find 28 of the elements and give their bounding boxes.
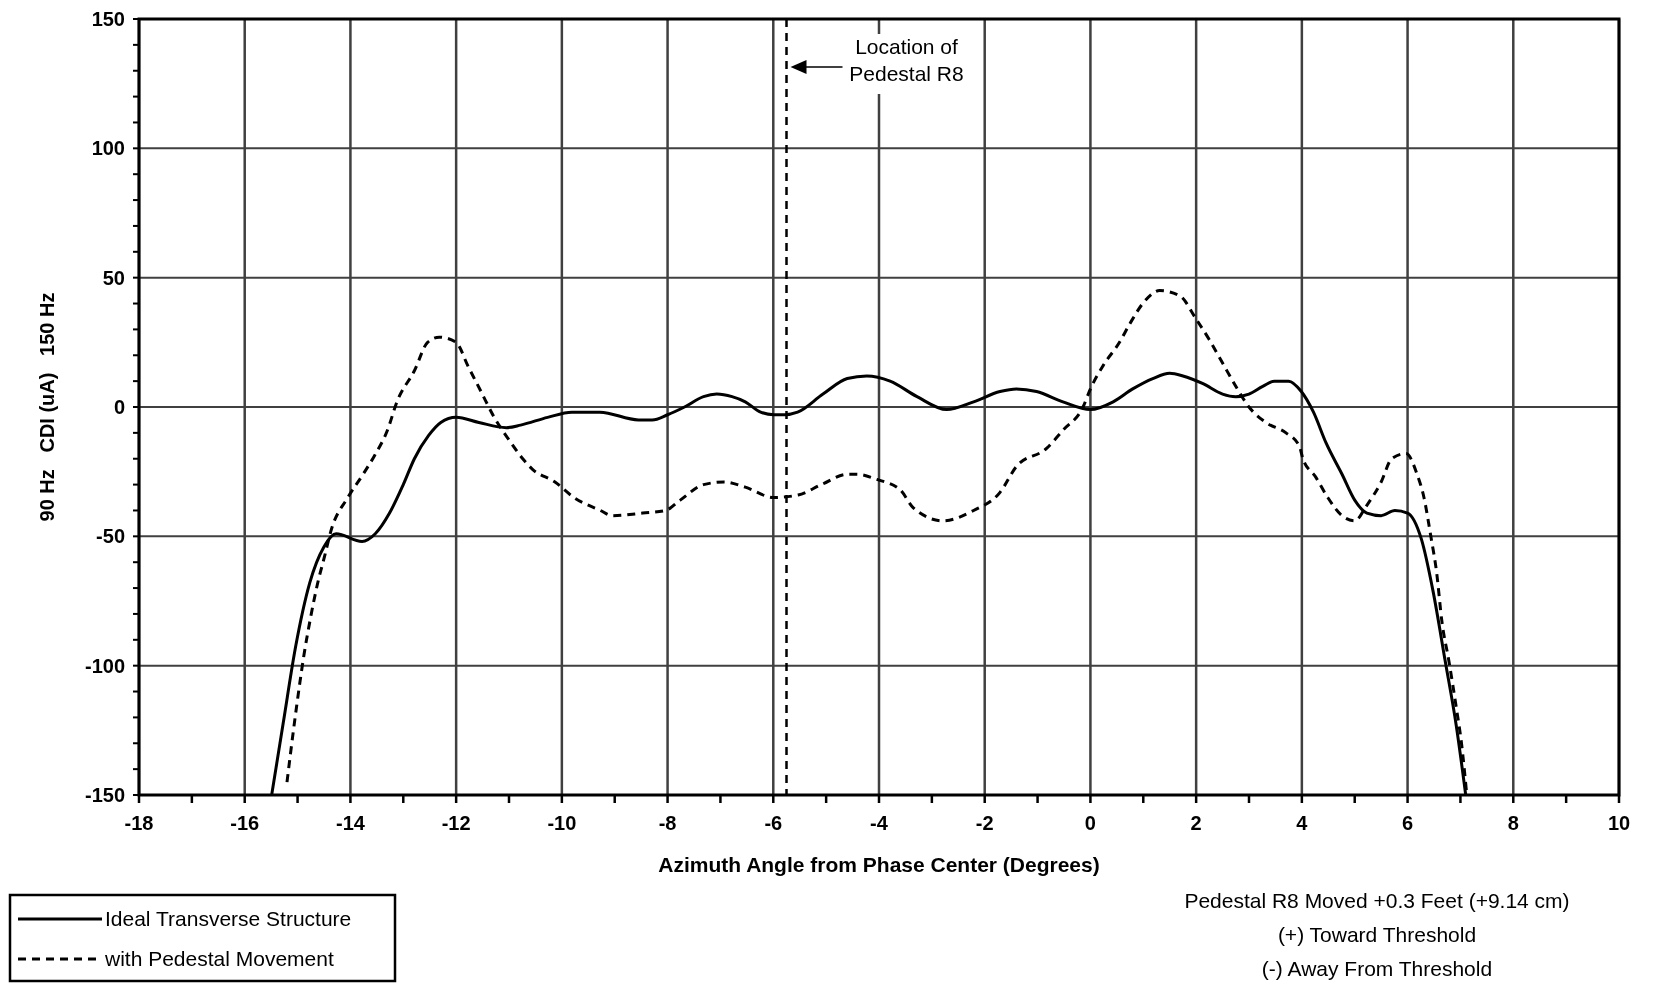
x-tick-label: 0 [1084,812,1096,834]
y-tick-label: -150 [84,784,125,806]
x-tick-label: 8 [1507,812,1519,834]
x-tick-label: -10 [547,812,577,834]
x-tick-label: 2 [1190,812,1202,834]
x-tick-label: 4 [1296,812,1309,834]
y-tick-label: 0 [113,396,125,418]
x-tick-label: -14 [335,812,366,834]
legend-label: with Pedestal Movement [104,947,334,970]
x-axis-title: Azimuth Angle from Phase Center (Degrees) [658,853,1100,876]
text: Pedestal R8 Moved +0.3 Feet (+9.14 cm) (+) Toward Threshold (-) Away From Threshold [1184,889,1570,980]
x-tick-label: -4 [870,812,889,834]
x-tick-label: -2 [975,812,994,834]
x-tick-label: 10 [1607,812,1631,834]
y-tick-label: 50 [102,266,125,289]
y-tick-label: 150 [91,8,125,30]
y-tick-label: 100 [91,137,125,160]
y-tick-label: -50 [96,525,125,548]
x-tick-label: 6 [1402,812,1414,834]
x-tick-label: -12 [441,812,471,834]
x-tick-label: -16 [230,812,260,834]
legend-label: Ideal Transverse Structure [105,907,352,930]
x-tick-label: -8 [658,812,677,834]
x-tick-label: -6 [764,812,783,834]
y-tick-label: -100 [84,654,125,677]
ref-line-label: Location of Pedestal R8 [849,35,964,85]
x-tick-label: -18 [124,812,154,834]
y-axis-title: 90 Hz CDI (uA) 150 Hz [36,292,58,522]
